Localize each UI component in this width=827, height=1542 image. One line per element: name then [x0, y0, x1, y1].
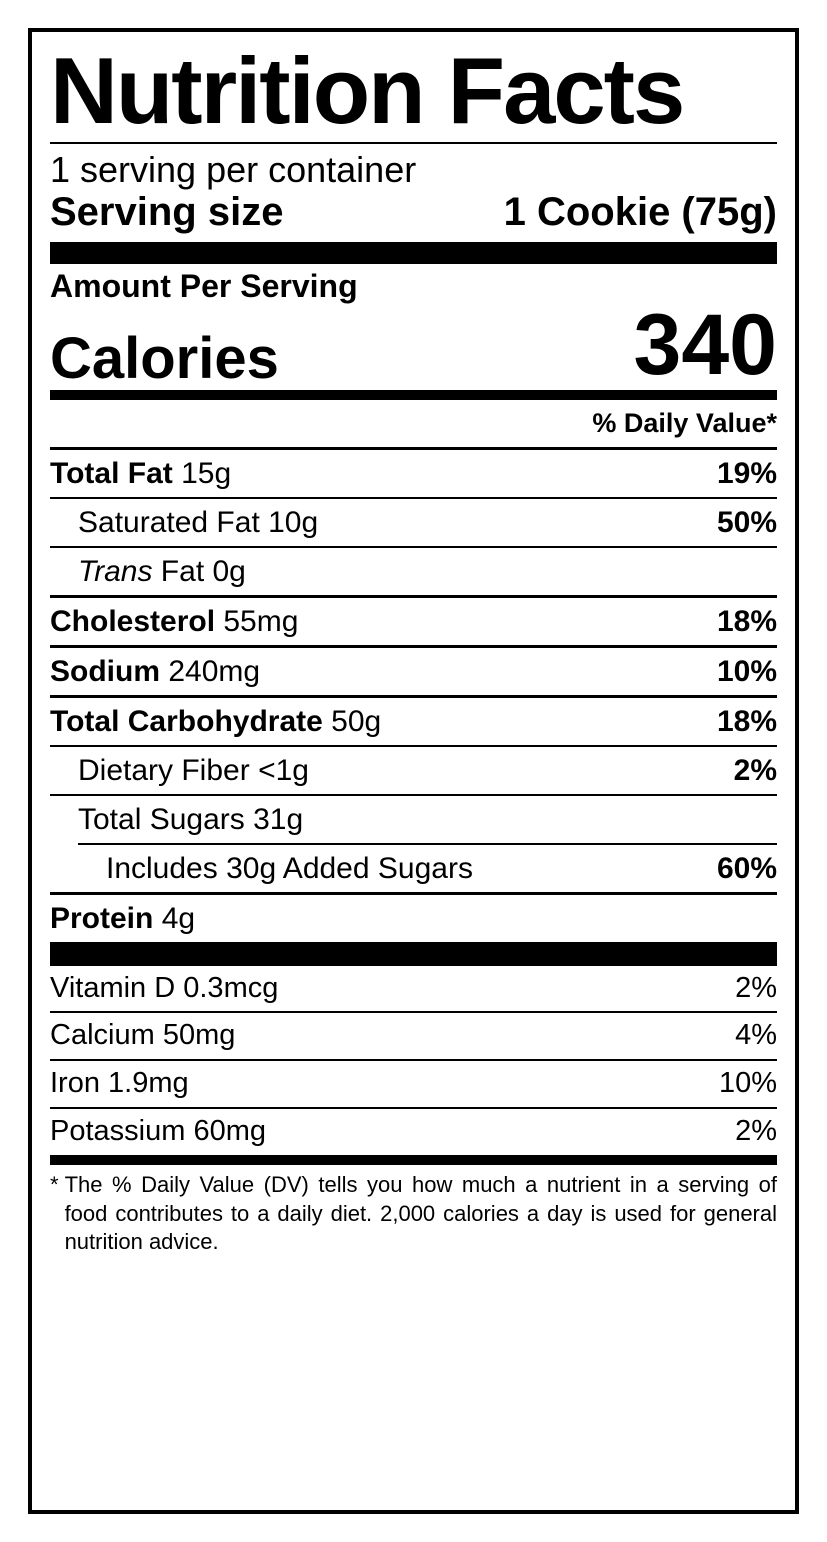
nutrient-dv: 18%: [717, 705, 777, 738]
vitamin-vitamin-d: Vitamin D 0.3mcg 2%: [50, 966, 777, 1012]
servings-per-container: 1 serving per container: [50, 144, 777, 190]
nutrient-name: Dietary Fiber: [78, 754, 250, 787]
nutrient-amount: 31g: [253, 803, 303, 836]
vitamin-calcium: Calcium 50mg 4%: [50, 1013, 777, 1059]
vitamin-name: Calcium: [50, 1019, 155, 1051]
vitamin-dv: 10%: [719, 1068, 777, 1100]
nutrient-text: Includes 30g Added Sugars: [106, 852, 473, 885]
vitamin-amount: 60mg: [193, 1115, 266, 1147]
calories-value: 340: [634, 302, 778, 388]
vitamin-name: Iron: [50, 1067, 100, 1099]
nutrient-amount: 4g: [162, 902, 195, 935]
nutrient-dv: 10%: [717, 655, 777, 688]
nutrient-name-suffix: Fat: [152, 555, 204, 588]
footnote-marker: *: [50, 1171, 65, 1257]
vitamin-amount: 0.3mcg: [183, 972, 278, 1004]
vitamin-dv: 2%: [735, 973, 777, 1005]
nutrient-amount: 10g: [268, 506, 318, 539]
nutrient-dv: 60%: [717, 852, 777, 885]
nutrient-dv: 2%: [734, 754, 777, 787]
nutrient-name: Total Sugars: [78, 803, 245, 836]
serving-size-value: 1 Cookie (75g): [504, 190, 777, 234]
nutrient-name: Total Fat: [50, 457, 173, 490]
nutrient-saturated-fat: Saturated Fat 10g 50%: [50, 499, 777, 546]
vitamin-amount: 1.9mg: [108, 1067, 189, 1099]
nutrient-amount: 50g: [331, 705, 381, 738]
nutrient-trans-fat: Trans Fat 0g: [50, 548, 777, 595]
vitamin-amount: 50mg: [163, 1019, 236, 1051]
nutrient-total-fat: Total Fat 15g 19%: [50, 450, 777, 497]
nutrient-amount: <1g: [258, 754, 309, 787]
rule-thick: [50, 242, 777, 264]
nutrient-name: Total Carbohydrate: [50, 705, 323, 738]
title: Nutrition Facts: [50, 38, 777, 142]
nutrient-protein: Protein 4g: [50, 895, 777, 942]
nutrient-dv: 18%: [717, 605, 777, 638]
nutrient-amount: 240mg: [168, 655, 260, 688]
nutrient-amount: 0g: [213, 555, 246, 588]
nutrient-amount: 55mg: [223, 605, 298, 638]
nutrient-name-prefix: Trans: [78, 555, 152, 588]
rule-thick: [50, 942, 777, 966]
daily-value-header: % Daily Value*: [50, 400, 777, 447]
calories-label: Calories: [50, 330, 279, 388]
nutrient-dv: 19%: [717, 457, 777, 490]
nutrition-facts-panel: Nutrition Facts 1 serving per container …: [0, 0, 827, 1542]
vitamin-dv: 4%: [735, 1020, 777, 1052]
nutrient-name: Cholesterol: [50, 605, 215, 638]
serving-size-row: Serving size 1 Cookie (75g): [50, 190, 777, 242]
vitamin-dv: 2%: [735, 1116, 777, 1148]
vitamin-name: Potassium: [50, 1115, 185, 1147]
nutrient-sodium: Sodium 240mg 10%: [50, 648, 777, 695]
rule-med: [50, 390, 777, 400]
amount-per-serving: Amount Per Serving: [50, 264, 777, 302]
footnote: * The % Daily Value (DV) tells you how m…: [50, 1165, 777, 1257]
nutrient-dietary-fiber: Dietary Fiber <1g 2%: [50, 747, 777, 794]
vitamin-potassium: Potassium 60mg 2%: [50, 1109, 777, 1155]
rule-med: [50, 1155, 777, 1165]
nutrient-name: Sodium: [50, 655, 160, 688]
footnote-text: The % Daily Value (DV) tells you how muc…: [65, 1171, 777, 1257]
serving-size-label: Serving size: [50, 190, 283, 234]
nutrition-facts-label: Nutrition Facts 1 serving per container …: [28, 28, 799, 1514]
nutrient-total-sugars: Total Sugars 31g: [50, 796, 777, 843]
vitamin-iron: Iron 1.9mg 10%: [50, 1061, 777, 1107]
nutrient-total-carbohydrate: Total Carbohydrate 50g 18%: [50, 698, 777, 745]
calories-row: Calories 340: [50, 302, 777, 390]
nutrient-dv: 50%: [717, 506, 777, 539]
nutrient-added-sugars: Includes 30g Added Sugars 60%: [50, 845, 777, 892]
nutrient-name: Saturated Fat: [78, 506, 260, 539]
nutrient-name: Protein: [50, 902, 153, 935]
nutrient-amount: 15g: [181, 457, 231, 490]
nutrient-cholesterol: Cholesterol 55mg 18%: [50, 598, 777, 645]
vitamin-name: Vitamin D: [50, 972, 175, 1004]
